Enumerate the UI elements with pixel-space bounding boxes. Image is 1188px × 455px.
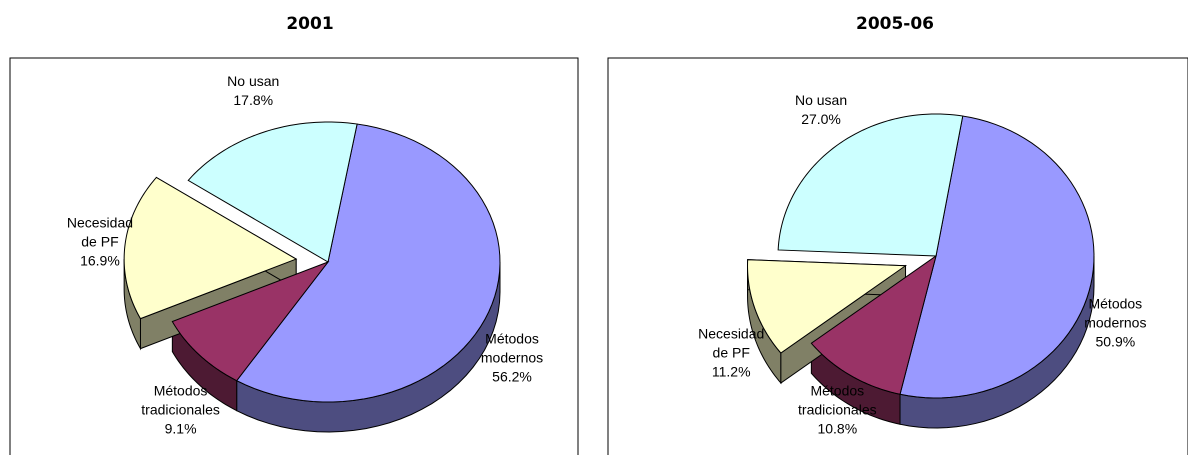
slice xyxy=(777,113,964,257)
category-label: Métodos modernos xyxy=(1084,295,1147,331)
chart-title: 2005-06 xyxy=(855,14,935,34)
slice xyxy=(171,260,330,382)
slice xyxy=(810,254,937,395)
data-label: No usan 17.8% xyxy=(211,72,295,110)
value-label: 11.2% xyxy=(711,363,751,380)
data-label: Necesidad de PF 16.9% xyxy=(58,214,142,271)
value-label: 27.0% xyxy=(801,111,841,128)
category-label: Métodos tradicionales xyxy=(141,382,220,418)
value-label: 50.9% xyxy=(1095,333,1136,350)
data-label: Métodos modernos 56.2% xyxy=(470,329,554,386)
value-label: 17.8% xyxy=(233,91,274,108)
category-label: Métodos modernos xyxy=(480,330,544,366)
category-label: No usan xyxy=(227,72,280,89)
data-label: No usan 27.0% xyxy=(779,91,863,129)
data-label: Métodos tradicionales 10.8% xyxy=(795,382,879,439)
slice xyxy=(235,123,501,403)
slice xyxy=(123,176,298,320)
value-label: 10.8% xyxy=(817,420,858,437)
value-label: 16.9% xyxy=(80,252,120,269)
value-label: 56.2% xyxy=(492,368,532,385)
slice xyxy=(187,121,358,263)
category-label: Necesidad de PF xyxy=(66,214,134,250)
category-label: Métodos tradicionales xyxy=(798,382,877,418)
data-label: Necesidad de PF 11.2% xyxy=(689,324,773,381)
slice xyxy=(899,115,1095,399)
category-label: No usan xyxy=(794,92,848,109)
slice xyxy=(747,259,908,354)
data-label: Métodos modernos 50.9% xyxy=(1073,295,1157,352)
data-label: Métodos tradicionales 9.1% xyxy=(139,382,223,439)
value-label: 9.1% xyxy=(164,420,197,437)
category-label: Necesidad de PF xyxy=(698,325,765,361)
chart-title: 2001 xyxy=(286,14,334,34)
